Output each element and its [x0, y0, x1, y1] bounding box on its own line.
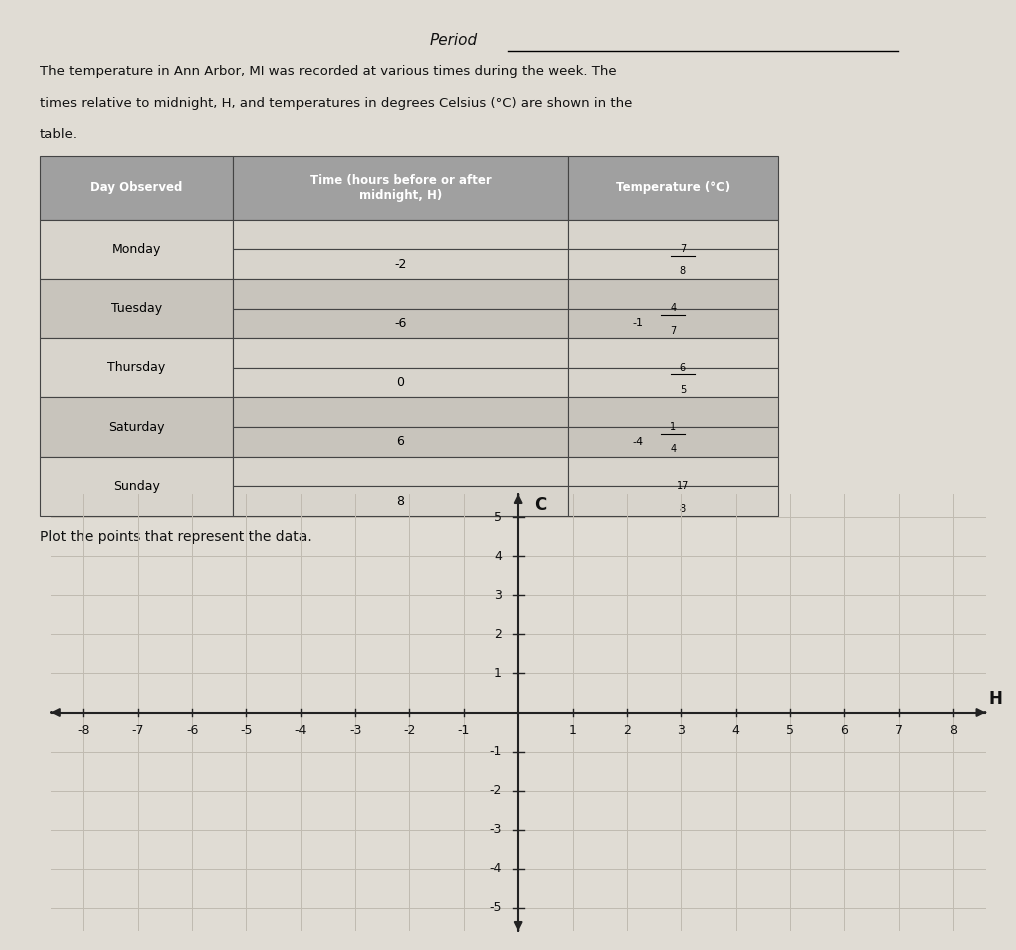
Bar: [40, 457, 233, 516]
Bar: [568, 397, 778, 428]
Bar: [568, 338, 778, 368]
Text: -7: -7: [131, 724, 144, 737]
Text: 6: 6: [396, 435, 404, 448]
Text: -4: -4: [490, 862, 502, 875]
Text: -3: -3: [348, 724, 362, 737]
Text: Time (hours before or after
midnight, H): Time (hours before or after midnight, H): [310, 174, 492, 201]
Text: Saturday: Saturday: [108, 421, 165, 433]
Text: 8: 8: [949, 724, 957, 737]
Text: -5: -5: [240, 724, 253, 737]
Bar: [233, 457, 568, 486]
Text: 7: 7: [680, 244, 686, 254]
Bar: [568, 156, 778, 219]
Text: times relative to midnight, H, and temperatures in degrees Celsius (°C) are show: times relative to midnight, H, and tempe…: [40, 97, 632, 109]
Bar: [233, 397, 568, 428]
Bar: [233, 428, 568, 457]
Text: -4: -4: [295, 724, 307, 737]
Bar: [233, 486, 568, 516]
Bar: [233, 338, 568, 368]
Text: -3: -3: [490, 823, 502, 836]
Text: -2: -2: [394, 257, 406, 271]
Text: 8: 8: [680, 266, 686, 276]
Bar: [233, 368, 568, 397]
Text: 5: 5: [786, 724, 793, 737]
Text: 5: 5: [494, 511, 502, 523]
Bar: [568, 457, 778, 486]
Text: Plot the points that represent the data.: Plot the points that represent the data.: [40, 530, 312, 543]
Text: -6: -6: [186, 724, 198, 737]
Text: -1: -1: [457, 724, 470, 737]
Text: 6: 6: [840, 724, 848, 737]
Bar: [40, 338, 233, 397]
Text: H: H: [989, 690, 1002, 708]
Text: 2: 2: [494, 628, 502, 641]
Bar: [233, 279, 568, 309]
Bar: [40, 397, 233, 457]
Text: Thursday: Thursday: [107, 361, 166, 374]
Text: 6: 6: [680, 363, 686, 372]
Text: 1: 1: [569, 724, 576, 737]
Text: 3: 3: [678, 724, 685, 737]
Text: Monday: Monday: [112, 243, 161, 256]
Text: 1: 1: [494, 667, 502, 680]
Bar: [233, 249, 568, 279]
Text: Sunday: Sunday: [113, 480, 160, 493]
Text: Tuesday: Tuesday: [111, 302, 162, 315]
Text: C: C: [534, 496, 547, 514]
Text: -2: -2: [403, 724, 416, 737]
Bar: [40, 156, 233, 219]
Bar: [568, 309, 778, 338]
Text: table.: table.: [40, 128, 78, 142]
Text: -4: -4: [633, 437, 644, 446]
Text: -1: -1: [490, 745, 502, 758]
Text: -2: -2: [490, 784, 502, 797]
Text: 4: 4: [494, 550, 502, 563]
Bar: [233, 309, 568, 338]
Text: The temperature in Ann Arbor, MI was recorded at various times during the week. : The temperature in Ann Arbor, MI was rec…: [40, 65, 617, 78]
Bar: [568, 428, 778, 457]
Bar: [568, 219, 778, 249]
Text: 0: 0: [396, 376, 404, 390]
Bar: [40, 279, 233, 338]
Bar: [568, 486, 778, 516]
Bar: [568, 249, 778, 279]
Text: 2: 2: [623, 724, 631, 737]
Text: -5: -5: [490, 902, 502, 914]
Text: 8: 8: [396, 495, 404, 507]
Bar: [568, 368, 778, 397]
Text: -6: -6: [394, 317, 406, 330]
Text: 4: 4: [671, 445, 677, 454]
Bar: [233, 156, 568, 219]
Bar: [568, 279, 778, 309]
Text: Period: Period: [430, 32, 479, 48]
Text: Day Observed: Day Observed: [90, 181, 183, 194]
Text: 7: 7: [670, 326, 677, 335]
Text: 7: 7: [894, 724, 902, 737]
Text: Temperature (°C): Temperature (°C): [616, 181, 731, 194]
Text: -8: -8: [77, 724, 89, 737]
Text: 5: 5: [680, 385, 686, 395]
Bar: [40, 219, 233, 279]
Text: 17: 17: [677, 482, 689, 491]
Text: 1: 1: [671, 422, 677, 432]
Text: 3: 3: [494, 589, 502, 602]
Text: 8: 8: [680, 504, 686, 514]
Bar: [233, 219, 568, 249]
Text: 4: 4: [671, 303, 677, 314]
Text: 4: 4: [732, 724, 740, 737]
Text: -1: -1: [633, 318, 644, 329]
